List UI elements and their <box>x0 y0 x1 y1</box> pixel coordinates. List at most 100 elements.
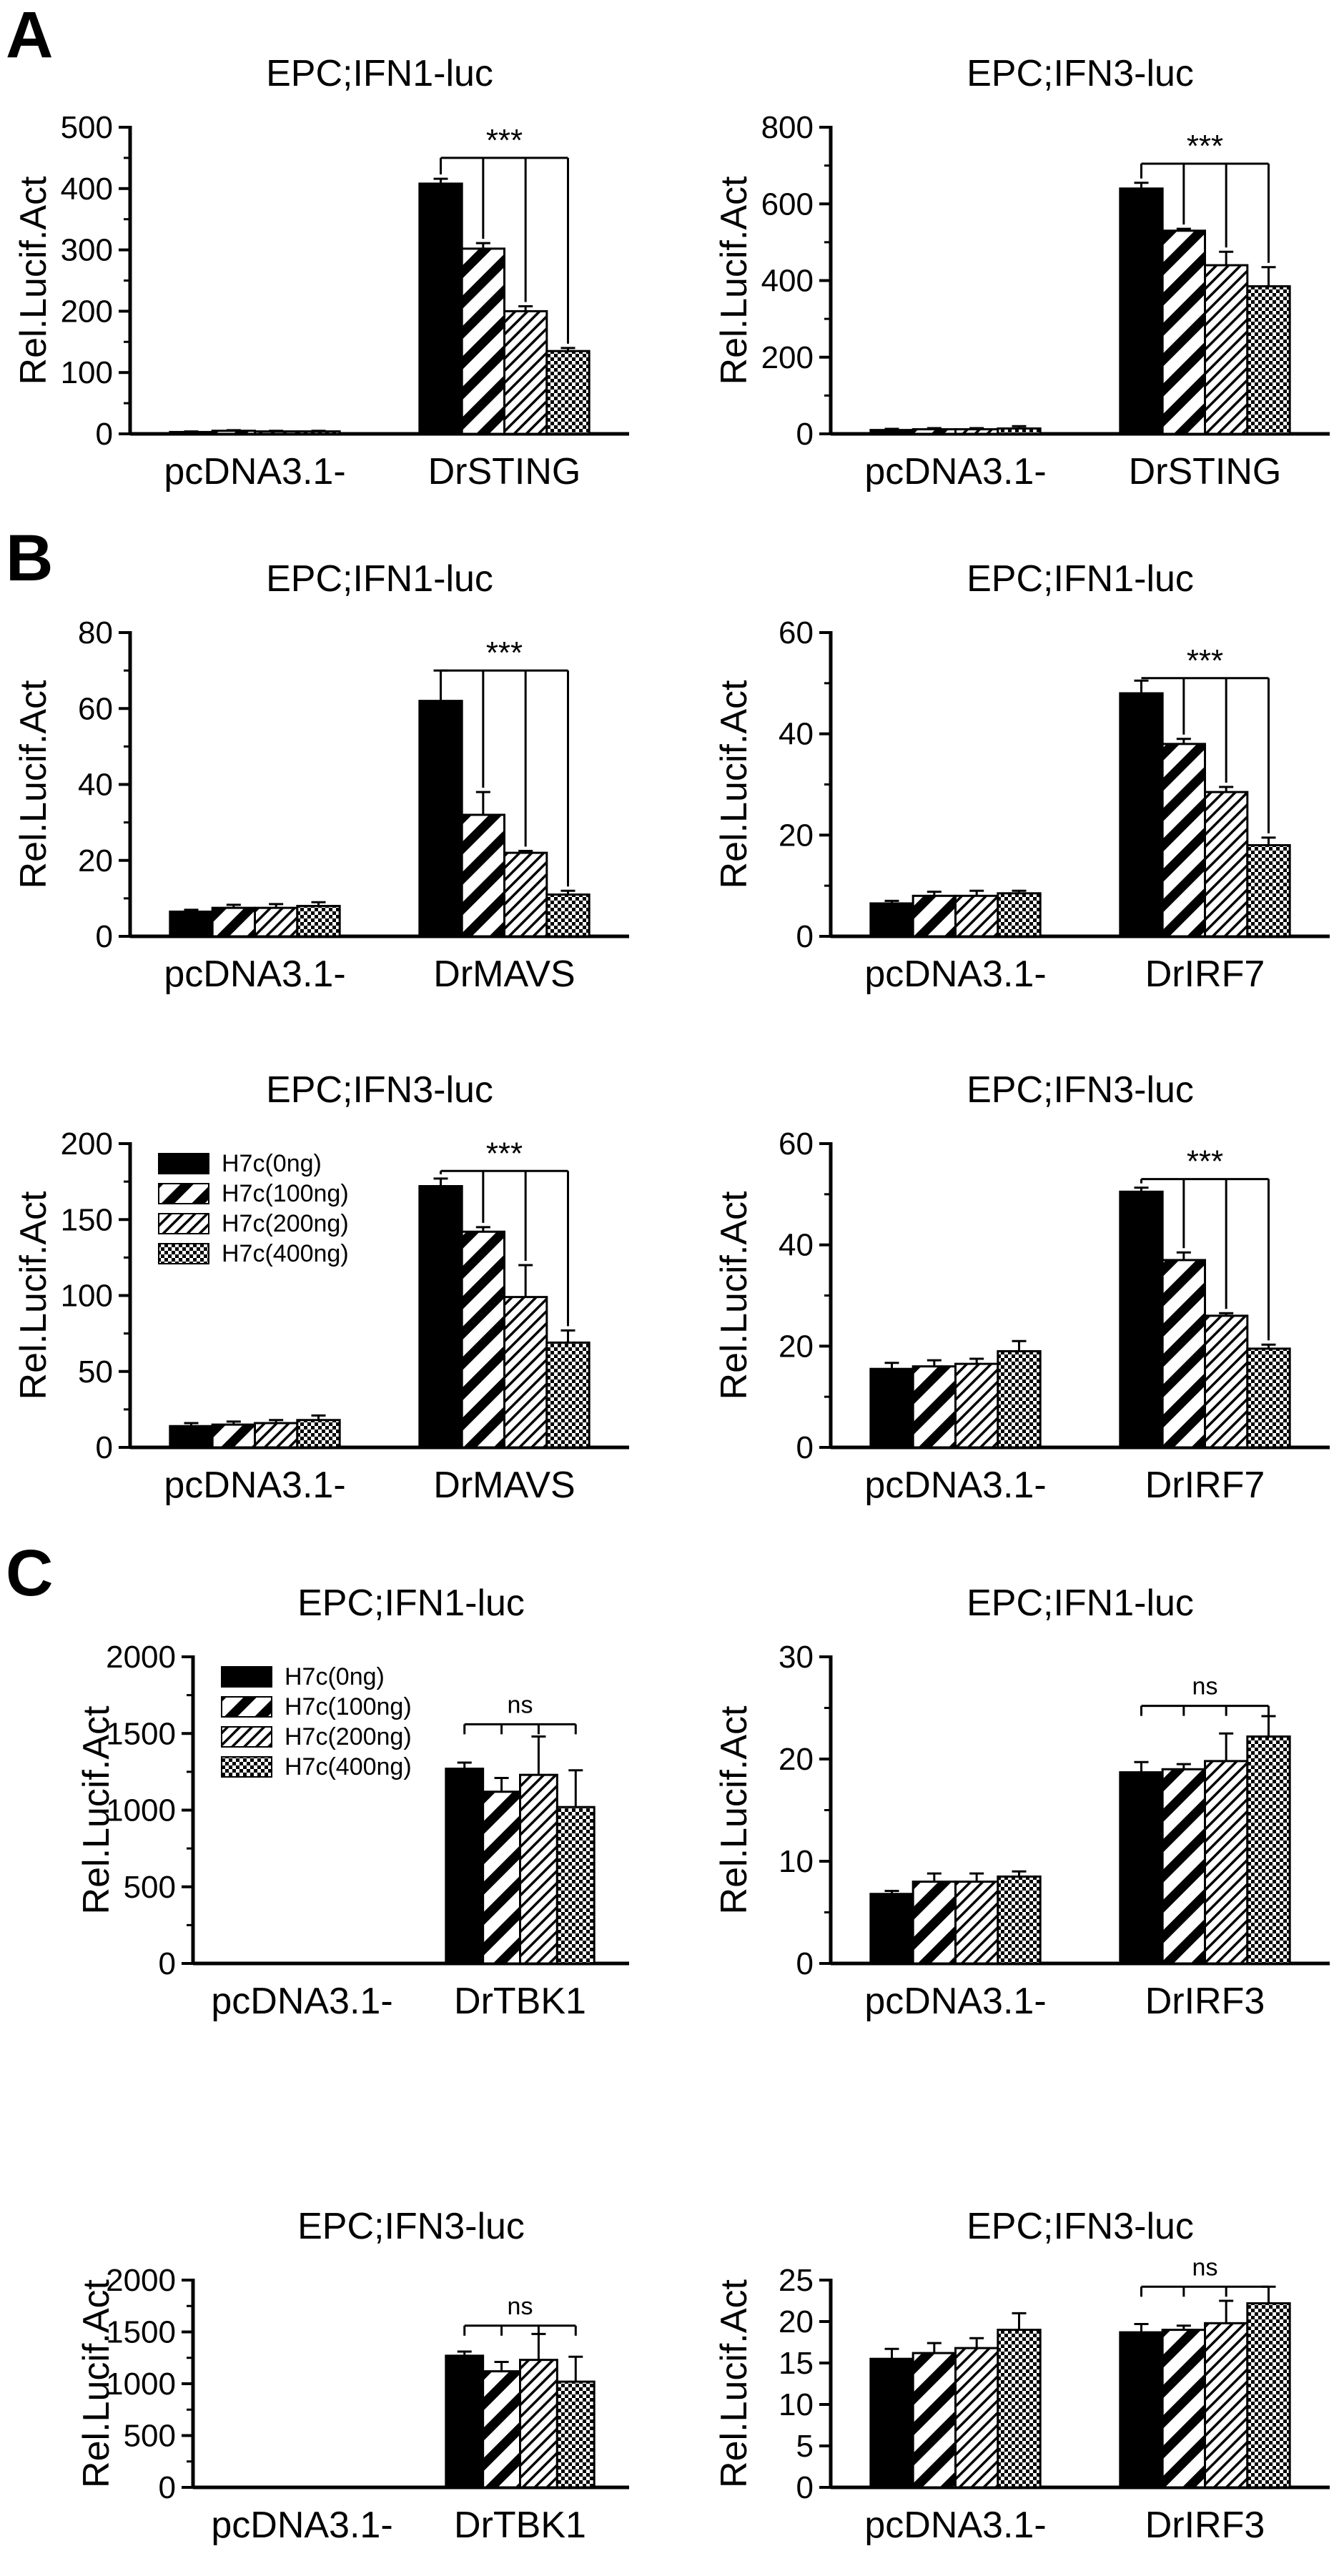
y-tick-label: 60 <box>779 1126 814 1161</box>
y-tick-label: 15 <box>779 2346 814 2381</box>
legend-swatch <box>221 1666 272 1688</box>
y-axis-label: Rel.Lucif.Act <box>713 1705 755 1914</box>
bar <box>460 1230 505 1449</box>
x-category-label: DrMAVS <box>433 1465 575 1506</box>
x-category-label: DrIRF7 <box>1145 953 1265 995</box>
x-category-label: DrIRF3 <box>1145 1981 1265 2022</box>
bar <box>503 851 548 938</box>
y-tick-label: 0 <box>796 417 814 452</box>
y-tick-label: 40 <box>78 768 113 803</box>
y-tick-label: 1500 <box>106 1716 176 1751</box>
bar <box>1119 1190 1164 1449</box>
bar <box>482 1790 522 1965</box>
bar <box>869 429 914 435</box>
x-category-label: pcDNA3.1- <box>211 2505 392 2546</box>
y-tick-label: 5 <box>796 2429 814 2464</box>
y-tick-label: 60 <box>78 691 113 726</box>
significance-label: *** <box>486 1136 523 1171</box>
bar <box>869 1367 914 1449</box>
bar <box>169 910 214 938</box>
y-axis-label: Rel.Lucif.Act <box>13 1191 54 1400</box>
significance-label: *** <box>486 635 523 670</box>
bar <box>1119 187 1164 435</box>
x-category-label: pcDNA3.1- <box>864 1465 1046 1506</box>
bar <box>1204 2322 1249 2489</box>
y-tick-label: 500 <box>124 2419 176 2454</box>
bar <box>1161 2329 1207 2489</box>
bar <box>954 894 999 938</box>
y-tick-label: 30 <box>779 1640 814 1675</box>
bar <box>460 247 505 435</box>
bar <box>211 906 257 938</box>
y-tick-label: 50 <box>78 1354 113 1389</box>
y-tick-label: 1000 <box>106 2367 176 2402</box>
chart-6: EPC;IFN3-luc Rel.Lucif.Act 0 20 40 60 pcDNA3.1… <box>713 1069 1330 1506</box>
legend-label: H7c(0ng) <box>222 1150 322 1177</box>
legend-swatch <box>158 1243 209 1264</box>
bar <box>211 430 257 435</box>
x-category-label: DrTBK1 <box>454 2505 586 2546</box>
y-tick-label: 200 <box>61 1126 113 1161</box>
y-tick-label: 20 <box>779 818 814 853</box>
x-category-label: pcDNA3.1- <box>864 953 1046 995</box>
bar <box>418 700 463 938</box>
chart-title: EPC;IFN1-luc <box>297 1582 525 1624</box>
chart-10: EPC;IFN3-luc Rel.Lucif.Act 0 5 10 15 20 25 pcDNA… <box>713 2206 1330 2546</box>
x-category-label: pcDNA3.1- <box>864 1981 1046 2022</box>
chart-title: EPC;IFN1-luc <box>967 558 1194 600</box>
bar <box>445 2354 485 2489</box>
bar <box>482 2370 522 2489</box>
x-category-label: pcDNA3.1- <box>164 953 345 995</box>
chart-title: EPC;IFN1-luc <box>967 1582 1194 1624</box>
significance-label: *** <box>1187 643 1223 678</box>
bar <box>1246 2302 1291 2489</box>
x-category-label: DrIRF7 <box>1145 1465 1265 1506</box>
chart-2: EPC;IFN3-luc Rel.Lucif.Act 0 200 400 600 800 pc… <box>713 53 1330 492</box>
y-tick-label: 0 <box>159 2470 176 2505</box>
significance-label: ns <box>508 2293 533 2320</box>
bar <box>1246 844 1291 938</box>
bar <box>254 906 299 938</box>
legend-swatch <box>221 1696 272 1718</box>
bar <box>997 2329 1042 2489</box>
y-tick-label: 1500 <box>106 2315 176 2350</box>
bar <box>997 892 1042 938</box>
bar <box>545 350 591 435</box>
legend-swatch <box>158 1183 209 1204</box>
bar <box>1119 692 1164 938</box>
chart-1: EPC;IFN1-luc Rel.Lucif.Act 0 100 200 300 400 50… <box>13 53 629 492</box>
y-tick-label: 500 <box>61 110 113 145</box>
x-category-label: DrTBK1 <box>454 1981 586 2022</box>
chart-title: EPC;IFN3-luc <box>967 2206 1194 2247</box>
y-tick-label: 60 <box>779 615 814 650</box>
bar <box>503 309 548 435</box>
legend-label: H7c(0ng) <box>285 1663 385 1690</box>
y-tick-label: 100 <box>61 355 113 390</box>
chart-title: EPC;IFN3-luc <box>266 1069 493 1111</box>
x-category-label: pcDNA3.1- <box>164 451 345 492</box>
legend-label: H7c(400ng) <box>222 1240 349 1267</box>
x-category-label: DrSTING <box>1129 451 1282 492</box>
significance-label: ns <box>508 1691 533 1718</box>
y-tick-label: 0 <box>796 919 814 954</box>
bar <box>418 182 463 435</box>
bar <box>1204 1760 1249 1965</box>
bar <box>911 2352 957 2489</box>
y-tick-label: 0 <box>96 919 113 954</box>
chart-5: EPC;IFN3-luc Rel.Lucif.Act 0 50 100 150 200 pcD… <box>13 1069 629 1506</box>
bar <box>1246 1347 1291 1449</box>
bar <box>997 1875 1042 1965</box>
bar <box>1119 1771 1164 1965</box>
y-tick-label: 40 <box>779 717 814 752</box>
y-axis-label: Rel.Lucif.Act <box>713 680 755 888</box>
y-tick-label: 10 <box>779 1844 814 1879</box>
y-axis-label: Rel.Lucif.Act <box>13 176 54 385</box>
y-tick-label: 300 <box>61 233 113 268</box>
significance-label: ns <box>1192 2254 1218 2281</box>
legend-swatch <box>221 1726 272 1748</box>
y-tick-label: 1000 <box>106 1793 176 1828</box>
y-tick-label: 20 <box>78 843 113 878</box>
chart-4: EPC;IFN1-luc Rel.Lucif.Act 0 20 40 60 pcDNA3.1… <box>713 558 1330 995</box>
bar <box>1204 1314 1249 1449</box>
y-tick-label: 0 <box>96 417 113 452</box>
